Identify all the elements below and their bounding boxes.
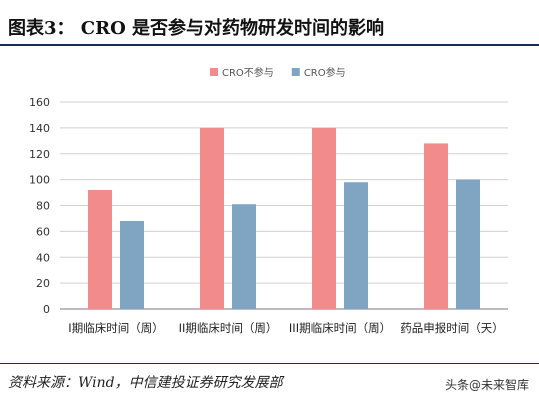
x-tick-label: II期临床时间（周）: [179, 321, 278, 335]
y-tick-label: 0: [43, 303, 50, 316]
bar-cro-not-involved: [88, 189, 112, 309]
y-tick-label: 60: [36, 225, 50, 238]
y-tick-label: 100: [29, 174, 50, 187]
y-tick-label: 80: [36, 200, 50, 213]
watermark: 头条@未来智库: [445, 376, 529, 393]
page-title: 图表3： CRO 是否参与对药物研发时间的影响: [8, 18, 385, 39]
y-tick-label: 40: [36, 251, 50, 264]
bar-chart: 0 20 40 60 80 100 120 140 160 I期临床时间（周） II期临床时间（周）…: [29, 66, 508, 335]
bar-cro-involved: [456, 179, 480, 309]
bar-cro-involved: [120, 221, 144, 309]
watermark-handle: @未来智库: [468, 378, 529, 392]
y-tick-label: 120: [29, 148, 50, 161]
bar-cro-involved: [232, 204, 256, 309]
watermark-prefix: 头条: [444, 378, 469, 392]
legend-swatch: [291, 68, 300, 76]
x-tick-label: I期临床时间（周）: [68, 321, 163, 335]
legend-swatch: [210, 68, 218, 76]
source-divider: [0, 363, 539, 364]
y-tick-label: 160: [29, 96, 50, 109]
bar-cro-not-involved: [424, 143, 448, 309]
y-tick-label: 20: [36, 277, 50, 290]
legend-label: CRO不参与: [222, 66, 274, 79]
title-divider: [0, 44, 539, 46]
source-note: 资料来源：Wind，中信建投证券研究发展部: [8, 375, 283, 391]
chart-area: 0 20 40 60 80 100 120 140 160 I期临床时间（周） II期临床时间（周）…: [0, 48, 539, 360]
y-tick-label: 140: [29, 122, 50, 135]
bar-cro-involved: [344, 182, 368, 309]
bar-cro-not-involved: [312, 127, 336, 309]
title-bar: 图表3： CRO 是否参与对药物研发时间的影响: [0, 0, 539, 46]
x-tick-label: III期临床时间（周）: [289, 321, 391, 335]
legend-label: CRO参与: [304, 66, 346, 79]
bar-cro-not-involved: [200, 127, 224, 309]
x-tick-label: 药品申报时间（天）: [400, 321, 504, 335]
